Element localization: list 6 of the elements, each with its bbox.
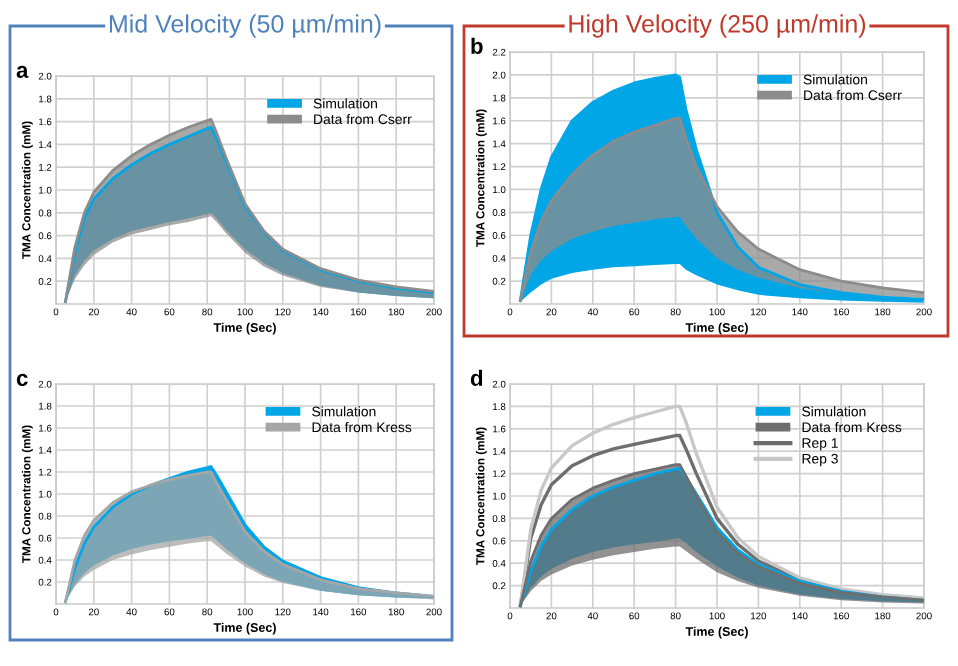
text: c (16, 373, 28, 386)
chart-title: Mid Velocity (50 µm/min) (109, 14, 381, 38)
text: d (470, 369, 483, 386)
chart-title: High Velocity (250 µm/min) (569, 14, 866, 38)
text: b (471, 37, 483, 54)
text: a (16, 65, 29, 78)
